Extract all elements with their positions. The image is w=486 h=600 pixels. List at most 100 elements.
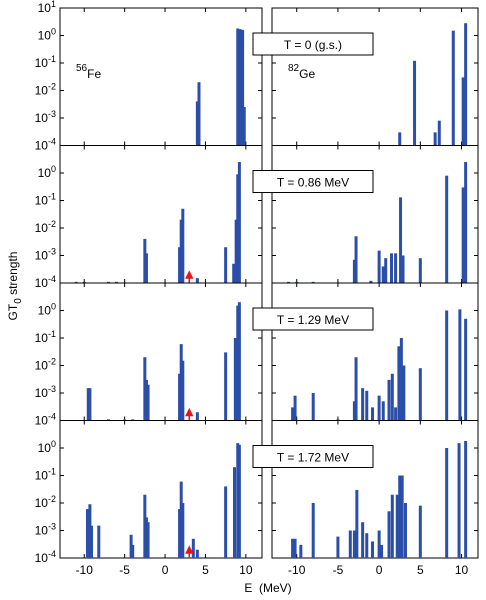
panel-frame: [59, 145, 263, 284]
bar: [361, 522, 365, 558]
bar: [143, 238, 147, 283]
tick-base: 10: [35, 496, 49, 510]
bar: [371, 541, 375, 558]
bar: [464, 162, 468, 283]
bar: [352, 401, 356, 421]
bar: [293, 395, 297, 421]
y-tick-label: 10-2: [35, 219, 56, 235]
bar: [377, 250, 381, 283]
bar: [237, 162, 241, 283]
bar: [354, 236, 358, 283]
bar: [457, 443, 461, 558]
x-tick-label: 5: [417, 563, 424, 577]
y-tick-label: 10-3: [35, 384, 56, 400]
tick-base: 10: [35, 56, 49, 70]
bar: [237, 302, 241, 421]
bar: [355, 489, 359, 558]
tick-exp: 0: [51, 302, 56, 312]
tick-exp: -2: [48, 357, 56, 367]
arrow: [185, 270, 194, 283]
tick-base: 10: [35, 551, 49, 565]
bar: [380, 544, 384, 558]
bar: [238, 29, 242, 146]
bar: [123, 419, 127, 421]
bar: [129, 534, 133, 558]
bar: [146, 384, 150, 421]
y-tick-label: 10-2: [35, 494, 56, 510]
tick-exp: 1: [51, 0, 56, 9]
bar: [390, 373, 394, 421]
tick-base: 10: [35, 331, 49, 345]
bar: [451, 30, 455, 146]
bar: [181, 360, 185, 421]
arrow: [185, 407, 194, 421]
bar: [381, 266, 385, 283]
element-symbol: Fe: [87, 67, 101, 81]
tick-base: 10: [38, 304, 52, 318]
tick-base: 10: [35, 276, 49, 290]
bar: [398, 132, 402, 146]
bar: [178, 247, 182, 283]
tick-exp: -2: [48, 219, 56, 229]
bar: [336, 419, 340, 421]
y-tick-label: 10-2: [35, 82, 56, 98]
bar: [242, 107, 246, 146]
bar: [348, 530, 352, 558]
bar: [394, 407, 398, 421]
tick-exp: -4: [48, 549, 56, 559]
bar: [369, 280, 373, 283]
bar: [361, 388, 365, 421]
y-tick-label: 10-3: [35, 247, 56, 263]
ylabel-rest: strength: [6, 252, 20, 299]
temperature-box: [252, 170, 374, 193]
bar: [397, 346, 401, 421]
x-tick-label: -5: [333, 563, 344, 577]
bar: [178, 373, 182, 421]
bar: [402, 365, 406, 421]
bar: [143, 357, 147, 421]
bar: [90, 525, 94, 558]
y-tick-label: 10-4: [35, 412, 56, 428]
panel-frame: [271, 420, 479, 559]
tick-base: 10: [35, 469, 49, 483]
tick-exp: -3: [48, 109, 56, 119]
bar: [299, 544, 303, 558]
tick-base: 10: [38, 166, 52, 180]
tick-base: 10: [35, 221, 49, 235]
tick-base: 10: [35, 414, 49, 428]
bar: [195, 278, 199, 283]
y-tick-label: 100: [38, 439, 56, 455]
bar: [106, 281, 110, 283]
bar: [377, 530, 381, 558]
tick-base: 10: [38, 29, 52, 43]
bar: [236, 305, 240, 421]
y-tick-label: 10-4: [35, 549, 56, 565]
bar: [365, 533, 369, 558]
y-tick-label: 10-3: [35, 109, 56, 125]
bar: [464, 440, 468, 558]
tick-base: 10: [35, 249, 49, 263]
tick-exp: 0: [51, 164, 56, 174]
bar: [311, 503, 315, 558]
bar: [418, 505, 422, 558]
tick-exp: -1: [48, 467, 56, 477]
bar: [389, 253, 393, 283]
bar: [293, 538, 297, 558]
y-tick-label: 101: [38, 0, 56, 15]
bar: [115, 281, 119, 283]
bar: [295, 281, 299, 283]
y-tick-label: 10-4: [35, 274, 56, 290]
nucleus-label: 82Ge: [288, 63, 315, 81]
bar: [384, 258, 388, 283]
bar: [236, 28, 240, 146]
panel-frame: [59, 420, 263, 559]
y-tick-label: 10-1: [35, 467, 56, 483]
bar: [82, 281, 86, 283]
y-axis-label: GT0 strength: [6, 252, 24, 321]
tick-exp: -1: [48, 192, 56, 202]
temperature-box: [252, 32, 374, 56]
bar: [234, 219, 238, 283]
bar: [74, 281, 78, 283]
bar: [232, 263, 236, 283]
bar: [195, 549, 199, 558]
